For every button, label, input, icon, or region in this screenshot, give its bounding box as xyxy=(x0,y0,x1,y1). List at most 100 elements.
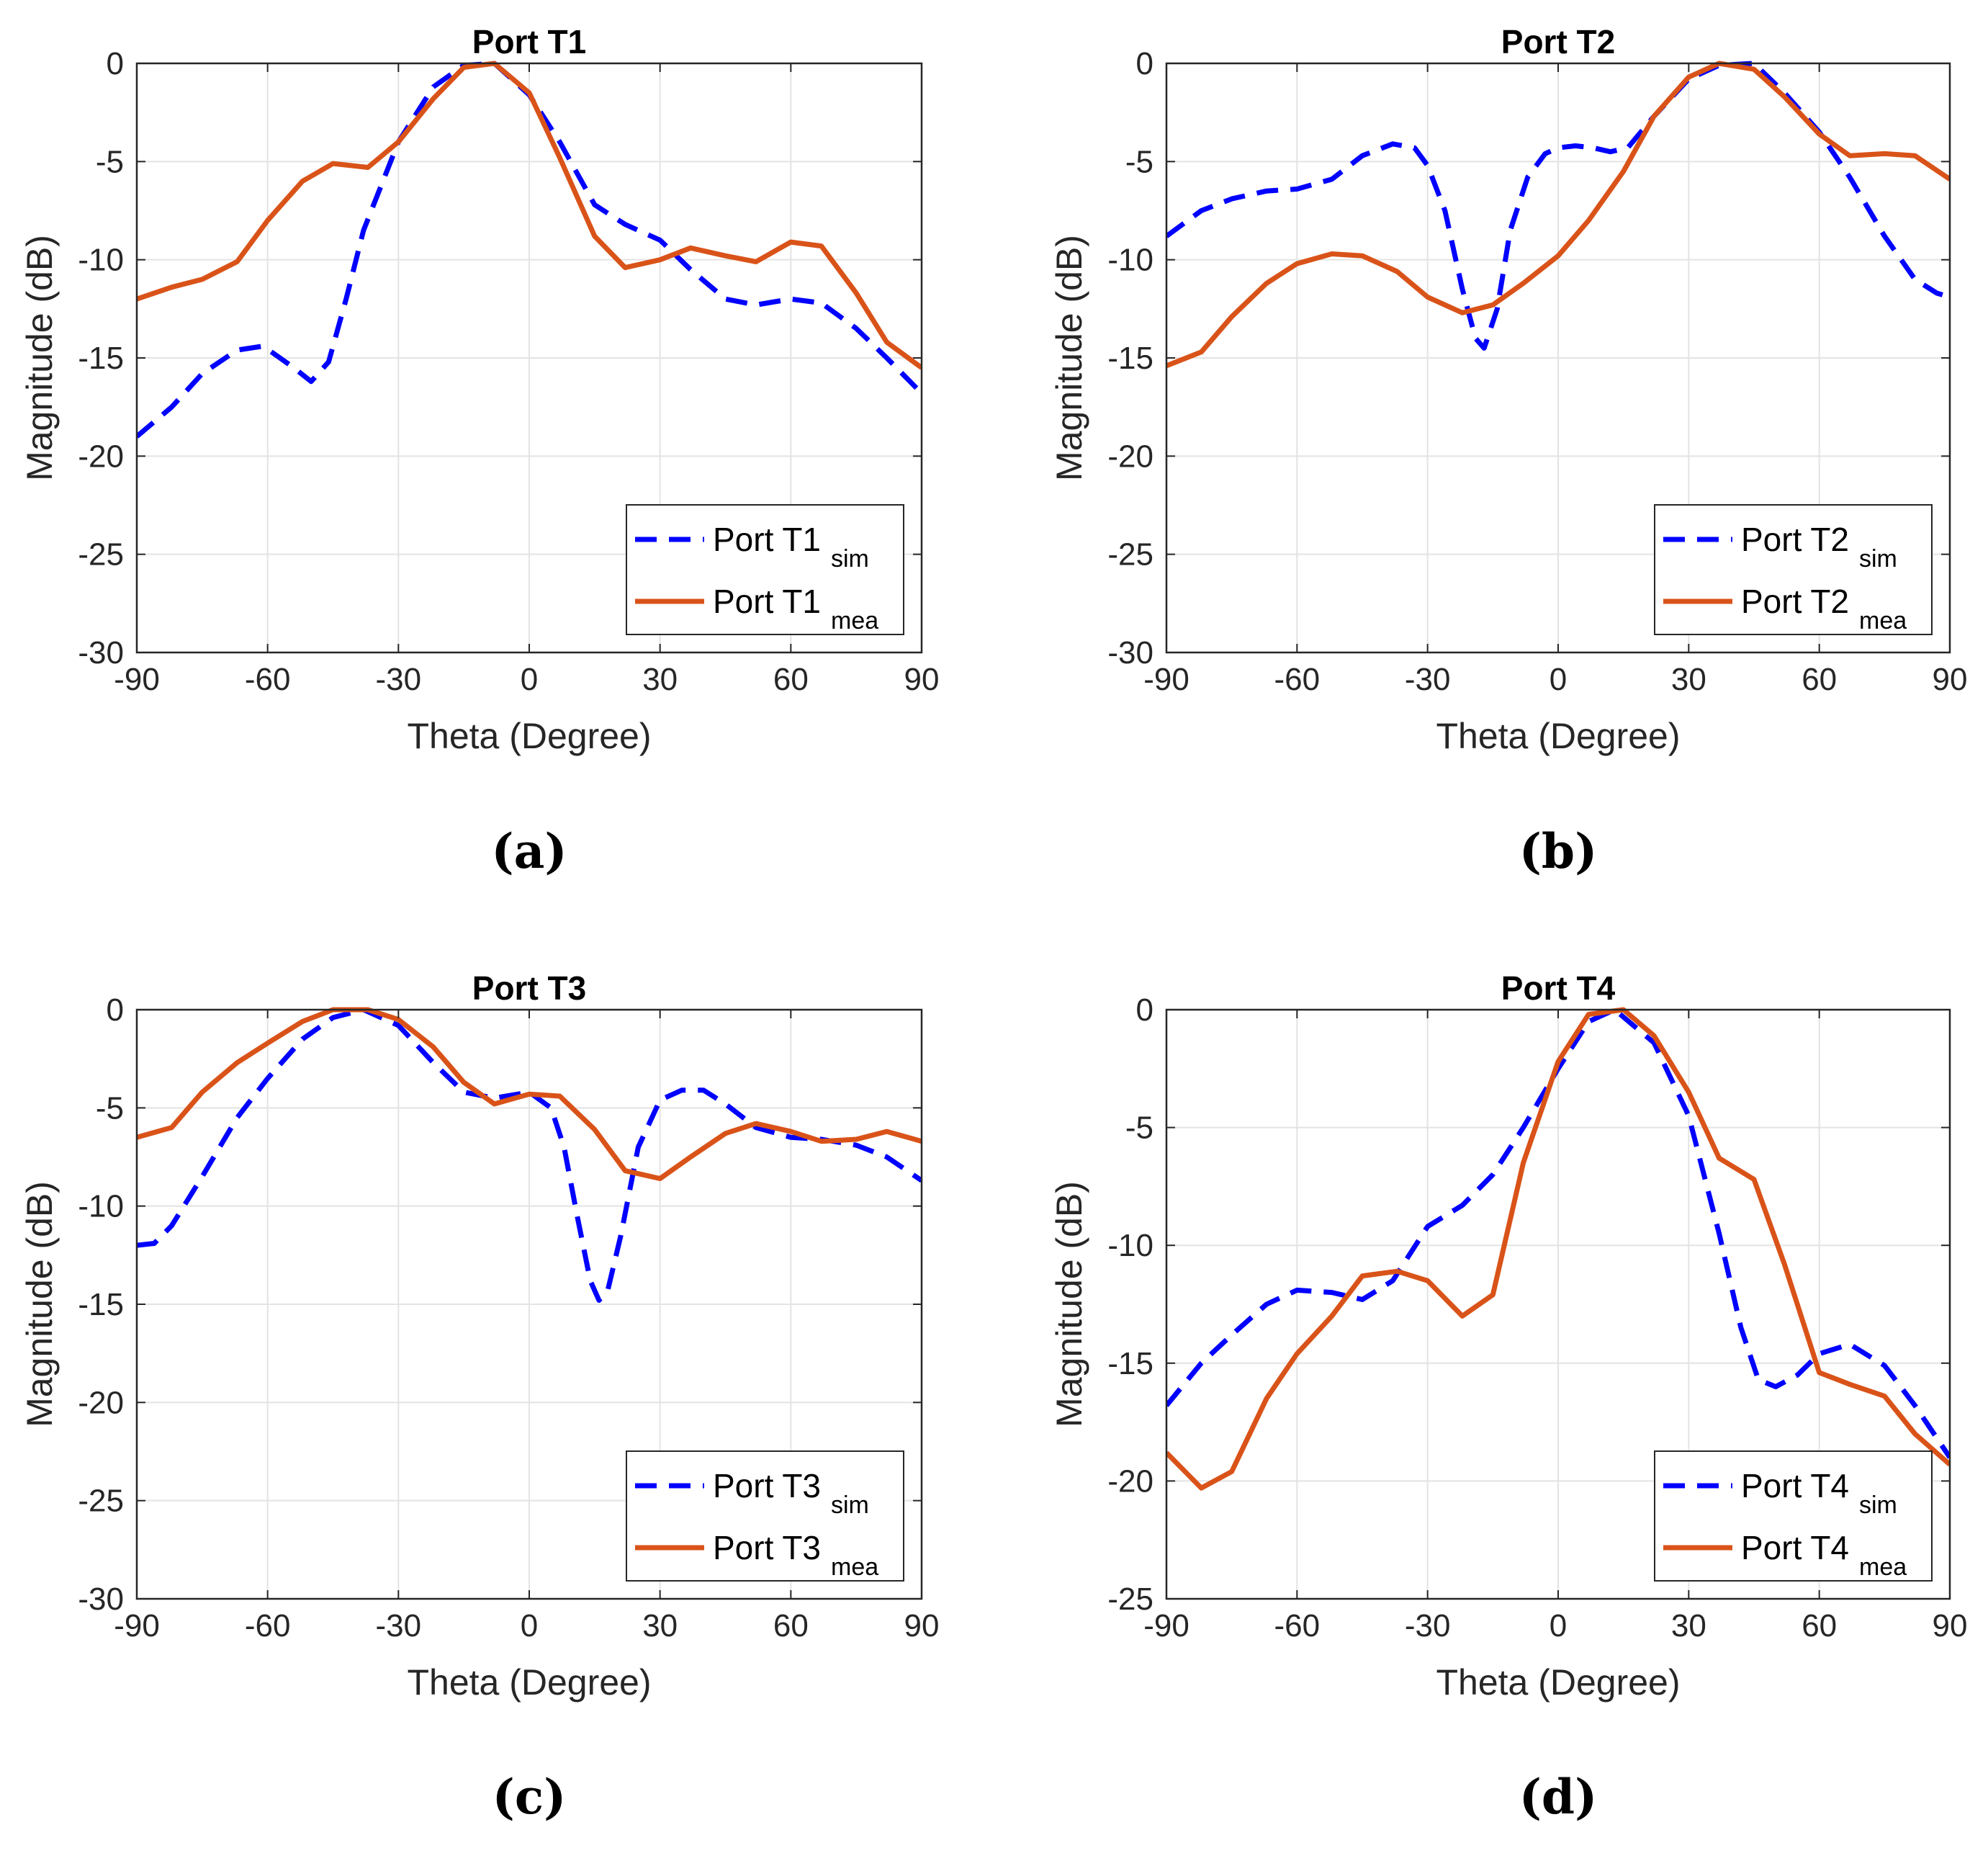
y-tick-label: -25 xyxy=(1107,1582,1153,1617)
series-line-mea xyxy=(1166,60,1950,369)
x-tick-label: 60 xyxy=(1802,1608,1837,1643)
x-tick-label: -90 xyxy=(1143,1608,1189,1643)
x-tick-label: -90 xyxy=(1143,662,1189,697)
x-tick-label: 90 xyxy=(1933,662,1968,697)
legend-label-name: Port T4 xyxy=(1741,1529,1849,1566)
y-tick-label: -10 xyxy=(78,243,124,278)
x-tick-label: 60 xyxy=(773,1608,809,1643)
y-tick-label: -20 xyxy=(1107,439,1153,474)
series-line-mea xyxy=(137,60,922,370)
y-tick-label: -5 xyxy=(96,144,124,179)
x-tick-label: 90 xyxy=(904,1608,940,1643)
panel-caption: (d) xyxy=(1519,1769,1598,1825)
series-line-sim xyxy=(1166,60,1950,351)
legend-label-name: Port T2 xyxy=(1741,583,1849,620)
y-tick-label: -5 xyxy=(1125,144,1153,179)
legend-box xyxy=(626,1450,904,1582)
chart-title: Port T4 xyxy=(1501,969,1616,1007)
legend-label: Port T3 sim xyxy=(713,1467,869,1519)
legend-label-subscript: mea xyxy=(831,1553,878,1581)
x-axis-label: Theta (Degree) xyxy=(407,716,651,756)
legend: Port T3 sim Port T3 mea xyxy=(626,1450,904,1582)
x-tick-label: 30 xyxy=(642,1608,678,1643)
y-tick-label: -10 xyxy=(1107,243,1153,278)
y-tick-label: 0 xyxy=(107,46,124,81)
legend: Port T4 sim Port T4 mea xyxy=(1654,1450,1933,1582)
y-tick-label: -5 xyxy=(96,1090,124,1126)
legend-label-subscript: sim xyxy=(1859,545,1897,573)
legend-label-name: Port T2 xyxy=(1741,521,1849,558)
x-tick-label: 0 xyxy=(521,1608,538,1643)
chart-title: Port T1 xyxy=(472,23,586,60)
y-tick-label: -15 xyxy=(78,1287,124,1322)
y-tick-label: 0 xyxy=(107,992,124,1028)
legend-box xyxy=(1654,1450,1933,1582)
panel-caption: (b) xyxy=(1519,823,1598,879)
y-tick-label: -15 xyxy=(1107,341,1153,376)
x-tick-label: 90 xyxy=(904,662,940,697)
y-tick-label: -10 xyxy=(1107,1228,1153,1263)
y-tick-label: -20 xyxy=(78,1385,124,1420)
y-tick-label: -15 xyxy=(1107,1346,1153,1381)
legend-label-subscript: sim xyxy=(831,545,869,573)
chart-panel-2: -90 -60 -30 0 30 60 90 0 -5 -10 -15 -20 -25 -30 Port T… xyxy=(1049,23,1967,879)
y-tick-label: -25 xyxy=(1107,537,1153,573)
y-tick-label: 0 xyxy=(1136,992,1153,1028)
x-tick-label: -30 xyxy=(1405,1608,1451,1643)
x-tick-label: 60 xyxy=(1802,662,1837,697)
chart-panel-4: -90 -60 -30 0 30 60 90 0 -5 -10 -15 -20 -25 Port T4 Th… xyxy=(1049,969,1967,1825)
panel-caption: (a) xyxy=(491,823,567,879)
x-tick-label: -60 xyxy=(245,1608,291,1643)
x-tick-label: -60 xyxy=(1274,662,1321,697)
legend-label-subscript: mea xyxy=(1859,1553,1907,1581)
x-axis-label: Theta (Degree) xyxy=(407,1662,651,1703)
x-tick-label: 0 xyxy=(1550,1608,1567,1643)
x-tick-label: 30 xyxy=(1671,662,1706,697)
legend-label-name: Port T1 xyxy=(713,521,821,558)
legend-label: Port T2 sim xyxy=(1741,521,1897,573)
y-axis-label: Magnitude (dB) xyxy=(1049,235,1089,481)
x-tick-label: -90 xyxy=(114,1608,160,1643)
y-tick-label: -20 xyxy=(1107,1463,1153,1499)
x-tick-label: -60 xyxy=(245,662,291,697)
y-tick-label: -20 xyxy=(78,439,124,474)
y-tick-label: -5 xyxy=(1125,1111,1153,1146)
y-tick-label: -30 xyxy=(78,635,124,670)
x-tick-label: -60 xyxy=(1274,1608,1321,1643)
x-tick-label: 30 xyxy=(642,662,678,697)
x-tick-label: 30 xyxy=(1671,1608,1706,1643)
legend: Port T2 sim Port T2 mea xyxy=(1654,504,1933,635)
legend-box xyxy=(1654,504,1933,635)
x-tick-label: 0 xyxy=(1550,662,1567,697)
x-axis-label: Theta (Degree) xyxy=(1436,716,1680,756)
y-tick-label: -25 xyxy=(78,537,124,573)
legend-label: Port T3 mea xyxy=(713,1529,878,1581)
legend-label: Port T4 mea xyxy=(1741,1529,1907,1581)
y-tick-label: -10 xyxy=(78,1189,124,1224)
y-tick-label: -15 xyxy=(78,341,124,376)
legend-label-subscript: sim xyxy=(1859,1492,1897,1519)
x-axis-label: Theta (Degree) xyxy=(1436,1662,1680,1703)
chart-panel-1: -90 -60 -30 0 30 60 90 0 -5 -10 -15 -20 -25 -30 Port T… xyxy=(19,23,939,879)
legend-label-subscript: mea xyxy=(1859,607,1907,634)
legend-label-name: Port T3 xyxy=(713,1467,821,1504)
legend: Port T1 sim Port T1 mea xyxy=(626,504,904,635)
legend-label: Port T1 mea xyxy=(713,583,878,634)
series-line-mea xyxy=(1166,1007,1950,1491)
legend-label: Port T4 sim xyxy=(1741,1467,1897,1519)
panel-caption: (c) xyxy=(492,1769,567,1825)
series-line-mea xyxy=(137,1007,922,1181)
y-axis-label: Magnitude (dB) xyxy=(19,1181,60,1427)
chart-title: Port T3 xyxy=(472,969,586,1007)
x-tick-label: -30 xyxy=(376,662,422,697)
y-axis-label: Magnitude (dB) xyxy=(1049,1181,1089,1427)
legend-label-name: Port T4 xyxy=(1741,1467,1849,1504)
legend-label: Port T2 mea xyxy=(1741,583,1907,634)
series-line-sim xyxy=(1166,1007,1950,1459)
legend-label-subscript: mea xyxy=(831,607,878,634)
legend-label-name: Port T3 xyxy=(713,1529,821,1566)
x-tick-label: -90 xyxy=(114,662,160,697)
x-tick-label: 60 xyxy=(773,662,809,697)
chart-title: Port T2 xyxy=(1501,23,1615,60)
